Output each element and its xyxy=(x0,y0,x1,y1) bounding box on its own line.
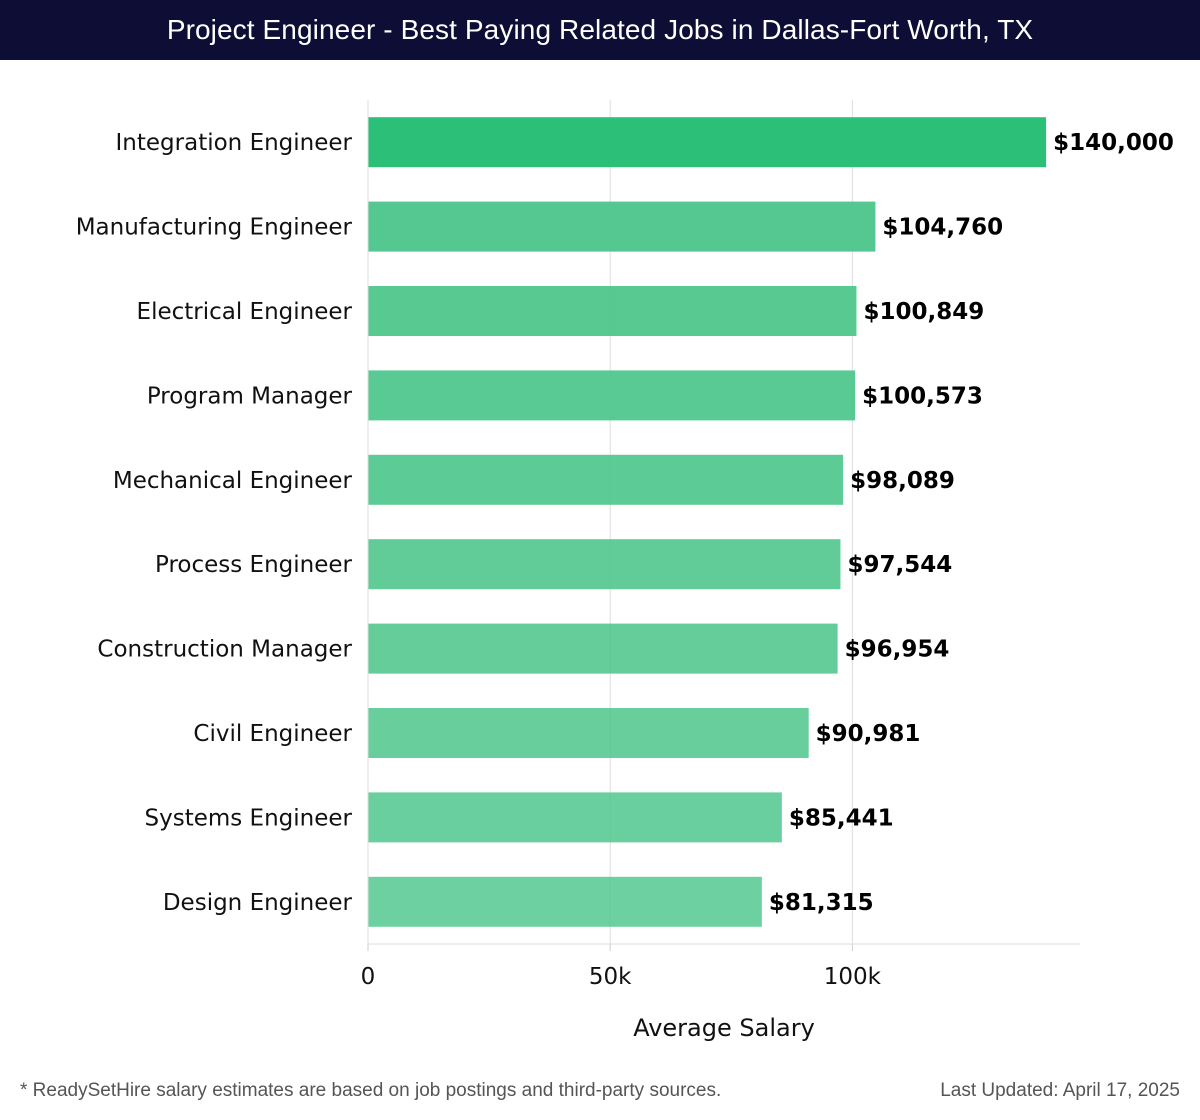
axis-layer: 0 50k 100k Average Salary xyxy=(361,100,1080,1042)
chart-title: Project Engineer - Best Paying Related J… xyxy=(0,0,1200,60)
category-label: Program Manager xyxy=(147,383,353,409)
label-layer: Integration Engineer $140,000 Manufacturin… xyxy=(76,130,1174,916)
bar xyxy=(368,454,844,505)
data-label: $96,954 xyxy=(845,637,950,663)
bar xyxy=(368,623,838,674)
data-label: $140,000 xyxy=(1053,130,1174,156)
data-label: $90,981 xyxy=(816,721,921,747)
data-label: $100,849 xyxy=(863,299,984,325)
bar xyxy=(368,708,809,758)
data-label: $97,544 xyxy=(847,552,952,578)
category-label: Design Engineer xyxy=(163,890,353,916)
category-label: Construction Manager xyxy=(97,637,352,663)
footnote: * ReadySetHire salary estimates are base… xyxy=(20,1080,722,1101)
category-label: Electrical Engineer xyxy=(137,299,353,325)
data-label: $85,441 xyxy=(789,805,894,831)
data-label: $104,760 xyxy=(882,215,1003,241)
x-tick-label: 100k xyxy=(824,964,882,990)
last-updated: Last Updated: April 17, 2025 xyxy=(940,1080,1180,1101)
category-label: Manufacturing Engineer xyxy=(76,215,353,241)
category-label: Process Engineer xyxy=(155,552,353,578)
x-tick-label: 0 xyxy=(361,964,376,990)
data-label: $98,089 xyxy=(850,468,955,494)
category-label: Civil Engineer xyxy=(193,721,352,747)
bar xyxy=(368,370,856,421)
bar xyxy=(368,539,841,590)
bar-layer xyxy=(368,117,1047,927)
x-axis-title: Average Salary xyxy=(633,1014,815,1042)
x-tick-label: 50k xyxy=(589,964,632,990)
bar xyxy=(368,876,762,927)
data-label: $81,315 xyxy=(769,890,874,916)
bar xyxy=(368,286,857,336)
bar xyxy=(368,792,782,843)
category-label: Integration Engineer xyxy=(116,130,353,156)
bar xyxy=(368,117,1047,168)
category-label: Mechanical Engineer xyxy=(113,468,353,494)
data-label: $100,573 xyxy=(862,383,983,409)
bar xyxy=(368,201,876,252)
category-label: Systems Engineer xyxy=(145,805,353,831)
bar-chart: Integration Engineer $140,000 Manufacturin… xyxy=(76,100,1174,1042)
